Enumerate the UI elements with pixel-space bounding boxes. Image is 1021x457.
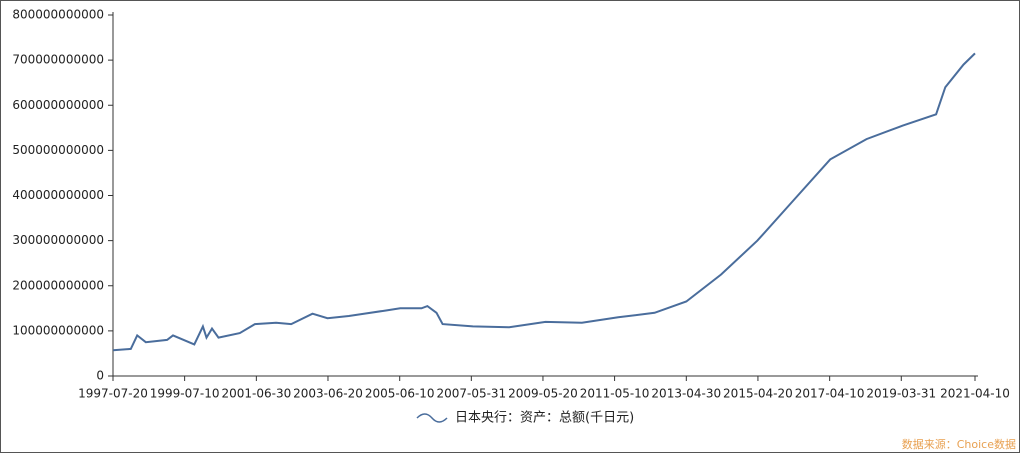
x-tick-label: 1997-07-20 <box>78 387 148 401</box>
x-tick-label: 2019-03-31 <box>866 387 936 401</box>
y-tick-label: 500000000000 <box>12 143 104 157</box>
x-tick-label: 2021-04-10 <box>940 387 1010 401</box>
x-tick-label: 1999-07-10 <box>150 387 220 401</box>
x-tick-label: 2015-04-20 <box>723 387 793 401</box>
x-tick-label: 2001-06-30 <box>221 387 291 401</box>
x-tick-label: 2013-04-30 <box>651 387 721 401</box>
x-tick-label: 2007-05-31 <box>436 387 506 401</box>
y-tick-label: 0 <box>96 369 104 383</box>
legend-swatch <box>416 413 448 423</box>
x-tick-label: 2011-05-10 <box>580 387 650 401</box>
series-line <box>112 52 976 352</box>
legend-label: 日本央行：资产：总额(千日元) <box>455 411 634 426</box>
x-tick-label: 2009-05-20 <box>508 387 578 401</box>
y-tick-label: 200000000000 <box>12 278 104 292</box>
x-tick-label: 2017-04-10 <box>795 387 865 401</box>
y-tick-label: 800000000000 <box>12 8 104 22</box>
x-tick-label: 2005-06-10 <box>365 387 435 401</box>
y-tick-label: 100000000000 <box>12 323 104 337</box>
source: 数据来源：Choice数据 <box>902 437 1016 451</box>
y-tick-label: 600000000000 <box>12 98 104 112</box>
y-tick-label: 700000000000 <box>12 53 104 67</box>
x-tick-label: 2003-06-20 <box>293 387 363 401</box>
y-tick-label: 400000000000 <box>12 188 104 202</box>
y-tick-label: 300000000000 <box>12 233 104 247</box>
